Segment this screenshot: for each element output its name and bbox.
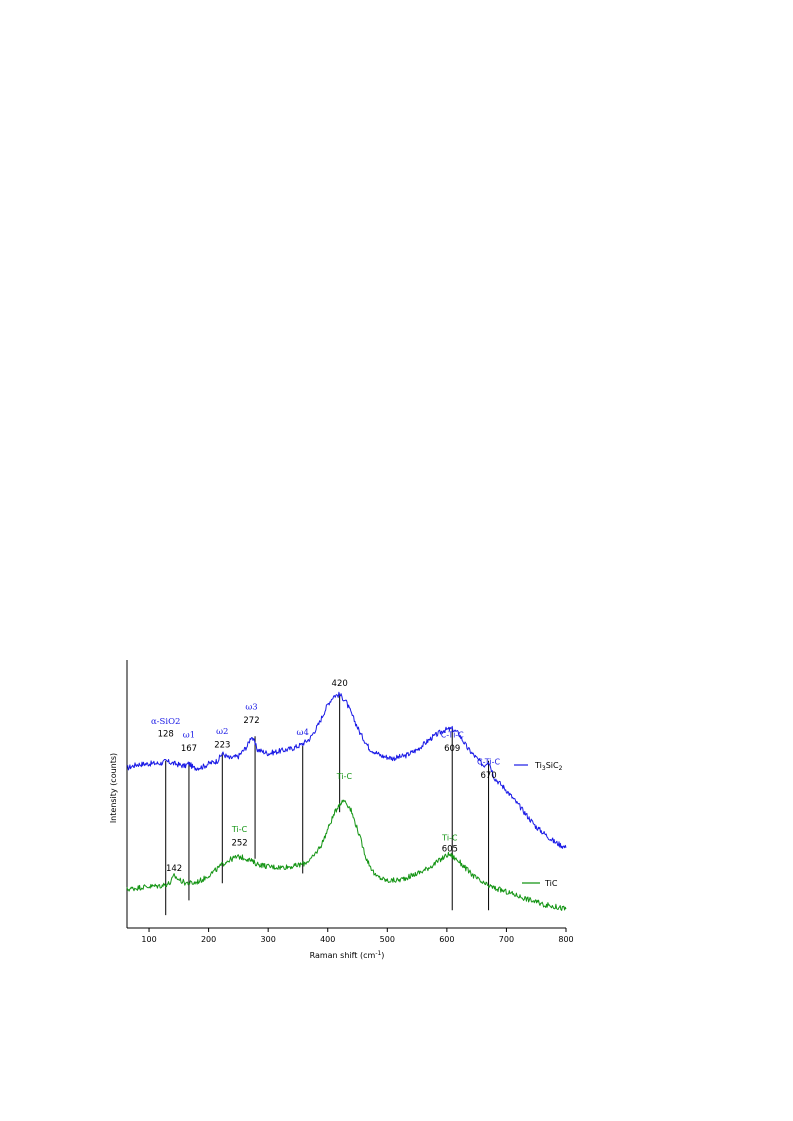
peak-value: 272 bbox=[243, 716, 259, 726]
x-tick-label: 200 bbox=[201, 935, 216, 944]
peak-value: 670 bbox=[480, 771, 496, 781]
legend-label-ti3sic2: Ti3SiC2 bbox=[534, 761, 563, 772]
peak-label: Ti-C bbox=[336, 772, 353, 781]
legend-label-tic: TiC bbox=[544, 879, 558, 888]
peak-label: ω1 bbox=[183, 730, 195, 740]
peak-annotations: α-SiO2 128 ω1 167 ω2 223 ω3 272 ω4 420 C-Ti-C 609 C-… bbox=[151, 679, 501, 874]
peak-value: 420 bbox=[332, 679, 348, 689]
x-tick-label: 400 bbox=[320, 935, 335, 944]
peak-label: ω3 bbox=[245, 702, 257, 712]
y-axis-title: Intensity (counts) bbox=[109, 753, 118, 823]
x-tick-label: 100 bbox=[141, 935, 156, 944]
peak-label: α-SiO2 bbox=[151, 717, 181, 727]
x-axis-title: Raman shift (cm-1) bbox=[310, 950, 385, 960]
axes: 100 200 300 400 500 600 700 800 bbox=[126, 660, 574, 944]
series-line-ti3sic2 bbox=[126, 691, 567, 849]
peak-label: C-Ti-C bbox=[441, 730, 464, 739]
series-lines bbox=[126, 691, 567, 911]
x-tick-label: 600 bbox=[439, 935, 454, 944]
x-tick-label: 500 bbox=[380, 935, 395, 944]
peak-label: C-Ti-C bbox=[477, 757, 500, 766]
peak-value: 142 bbox=[166, 864, 182, 874]
x-tick-label: 700 bbox=[499, 935, 514, 944]
peak-label: Ti-C bbox=[441, 833, 458, 842]
series-line-tic bbox=[126, 799, 567, 911]
x-tick-label: 800 bbox=[558, 935, 573, 944]
peak-value: 609 bbox=[444, 744, 460, 754]
peak-label: ω2 bbox=[216, 727, 228, 737]
legend: Ti3SiC2 TiC bbox=[514, 761, 563, 888]
peak-value: 605 bbox=[442, 844, 458, 854]
x-tick-label: 300 bbox=[261, 935, 276, 944]
peak-value: 223 bbox=[214, 740, 230, 750]
peak-label: Ti-C bbox=[231, 825, 248, 834]
peak-value: 167 bbox=[181, 744, 197, 754]
reference-lines bbox=[165, 694, 490, 916]
peak-value: 252 bbox=[231, 838, 247, 848]
peak-value: 128 bbox=[158, 729, 174, 739]
peak-label: ω4 bbox=[297, 728, 309, 738]
